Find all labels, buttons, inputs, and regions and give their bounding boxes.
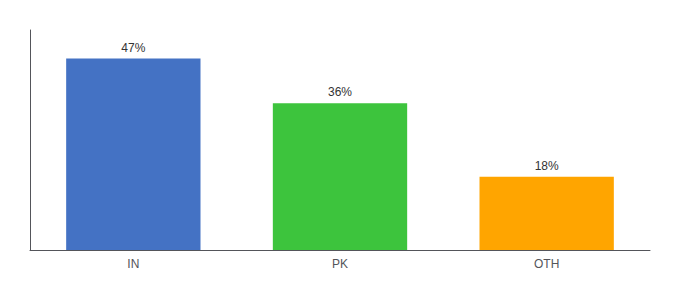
svg-text:PK: PK xyxy=(332,257,348,271)
svg-text:36%: 36% xyxy=(328,85,352,99)
svg-text:18%: 18% xyxy=(535,159,559,173)
svg-text:OTH: OTH xyxy=(534,257,559,271)
svg-text:IN: IN xyxy=(127,257,139,271)
svg-text:47%: 47% xyxy=(121,41,145,55)
